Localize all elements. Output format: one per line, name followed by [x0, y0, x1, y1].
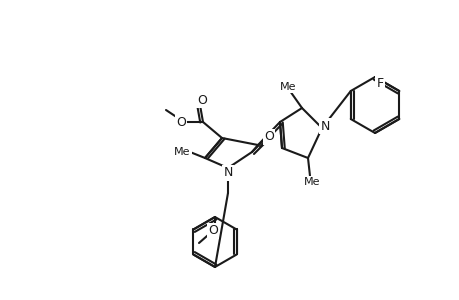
Text: O: O [207, 224, 218, 238]
Text: O: O [176, 116, 185, 128]
Text: N: N [223, 167, 232, 179]
Text: N: N [319, 119, 329, 133]
Text: F: F [375, 76, 383, 89]
Text: Me: Me [174, 147, 190, 157]
Text: O: O [263, 130, 274, 143]
Text: Me: Me [279, 82, 296, 92]
Text: Me: Me [303, 177, 319, 187]
Text: O: O [196, 94, 207, 106]
